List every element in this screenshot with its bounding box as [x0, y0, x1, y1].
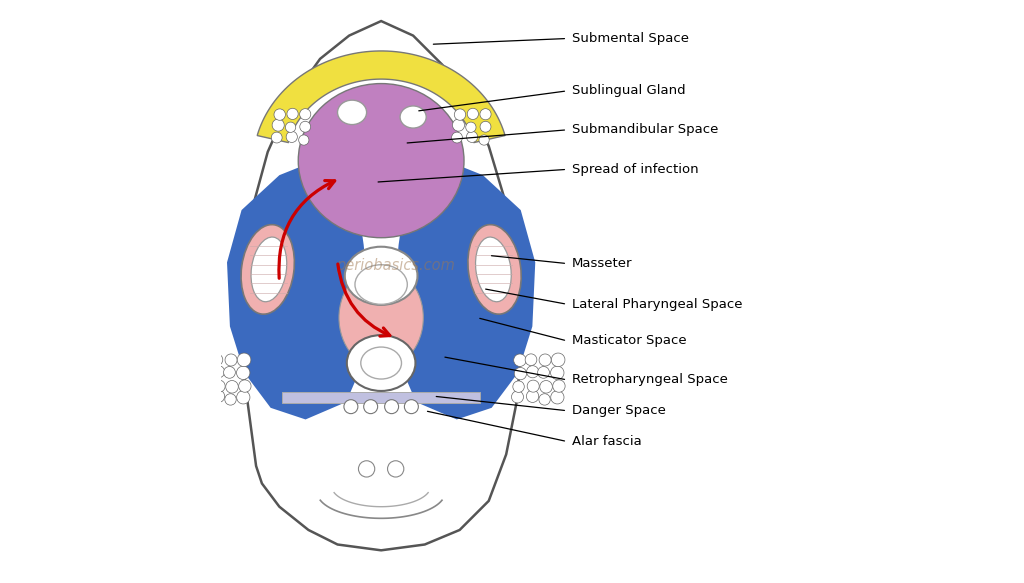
Ellipse shape — [400, 106, 426, 128]
Circle shape — [287, 108, 298, 120]
Circle shape — [225, 394, 237, 405]
Text: Alar fascia: Alar fascia — [572, 435, 642, 448]
Circle shape — [271, 132, 283, 143]
Circle shape — [237, 366, 250, 380]
Circle shape — [212, 390, 224, 402]
Circle shape — [527, 380, 540, 392]
Circle shape — [551, 353, 565, 367]
Text: Masticator Space: Masticator Space — [572, 335, 686, 347]
Ellipse shape — [298, 83, 464, 238]
Circle shape — [387, 461, 403, 477]
Circle shape — [344, 400, 357, 413]
Polygon shape — [283, 392, 480, 403]
Circle shape — [455, 109, 466, 120]
Ellipse shape — [339, 267, 423, 368]
Circle shape — [238, 353, 251, 367]
Circle shape — [300, 108, 310, 120]
Ellipse shape — [345, 247, 418, 305]
Circle shape — [225, 354, 238, 366]
Circle shape — [514, 354, 526, 367]
Circle shape — [525, 354, 537, 366]
Circle shape — [200, 354, 212, 367]
Circle shape — [553, 380, 565, 392]
Circle shape — [514, 367, 526, 380]
Circle shape — [551, 391, 564, 404]
Polygon shape — [257, 51, 505, 143]
Circle shape — [479, 135, 489, 145]
Circle shape — [364, 400, 378, 413]
Ellipse shape — [360, 347, 401, 379]
Circle shape — [299, 135, 309, 145]
Circle shape — [538, 367, 550, 378]
Text: Retropharyngeal Space: Retropharyngeal Space — [572, 373, 728, 387]
Text: Danger Space: Danger Space — [572, 404, 666, 417]
Circle shape — [452, 132, 463, 143]
Circle shape — [539, 354, 551, 366]
Circle shape — [225, 381, 239, 393]
Circle shape — [300, 121, 310, 132]
Circle shape — [237, 391, 250, 404]
Circle shape — [211, 354, 223, 366]
Ellipse shape — [251, 237, 287, 302]
Polygon shape — [245, 21, 521, 550]
Text: Sublingual Gland: Sublingual Gland — [572, 85, 685, 97]
Circle shape — [540, 381, 552, 393]
Circle shape — [513, 381, 524, 392]
Circle shape — [453, 119, 465, 131]
Circle shape — [358, 461, 375, 477]
Circle shape — [466, 122, 476, 132]
Circle shape — [480, 121, 490, 132]
Circle shape — [480, 108, 492, 120]
Circle shape — [213, 366, 224, 378]
Circle shape — [526, 366, 539, 378]
Ellipse shape — [347, 335, 416, 391]
Circle shape — [286, 122, 296, 132]
Circle shape — [539, 394, 550, 405]
Polygon shape — [393, 158, 536, 419]
Ellipse shape — [355, 265, 408, 304]
Circle shape — [272, 119, 285, 131]
Ellipse shape — [468, 224, 521, 314]
Circle shape — [551, 366, 564, 380]
Circle shape — [385, 400, 398, 413]
Text: Submandibular Space: Submandibular Space — [572, 124, 718, 136]
Circle shape — [200, 367, 213, 380]
Circle shape — [239, 380, 251, 392]
Circle shape — [274, 109, 286, 120]
Circle shape — [512, 391, 523, 403]
Circle shape — [467, 108, 478, 120]
Text: Submental Space: Submental Space — [572, 32, 689, 45]
Ellipse shape — [475, 237, 511, 302]
Circle shape — [198, 391, 210, 403]
Circle shape — [286, 131, 297, 142]
Text: periobasics.com: periobasics.com — [336, 258, 455, 273]
Circle shape — [526, 390, 539, 402]
Polygon shape — [227, 158, 370, 419]
Text: Masseter: Masseter — [572, 257, 633, 270]
Text: Spread of infection: Spread of infection — [572, 163, 698, 176]
Circle shape — [199, 381, 210, 392]
Ellipse shape — [338, 100, 367, 125]
Circle shape — [223, 367, 236, 378]
Text: Lateral Pharyngeal Space: Lateral Pharyngeal Space — [572, 298, 742, 311]
Circle shape — [467, 131, 477, 142]
Circle shape — [404, 400, 419, 413]
Ellipse shape — [241, 224, 294, 314]
Circle shape — [213, 380, 225, 392]
